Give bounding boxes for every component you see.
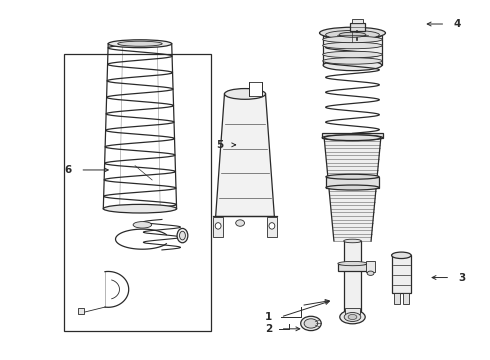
Bar	[344, 308, 361, 315]
Text: 4: 4	[454, 19, 461, 29]
Bar	[323, 35, 382, 65]
Ellipse shape	[304, 319, 318, 328]
Bar	[392, 255, 411, 293]
Ellipse shape	[326, 31, 379, 39]
Ellipse shape	[103, 204, 176, 213]
Ellipse shape	[319, 27, 386, 39]
Bar	[78, 308, 84, 314]
Ellipse shape	[269, 223, 275, 229]
Ellipse shape	[236, 220, 245, 226]
Bar	[349, 23, 365, 31]
Bar	[322, 134, 383, 138]
Ellipse shape	[215, 223, 221, 229]
Bar	[64, 54, 211, 330]
Text: 3: 3	[459, 273, 466, 283]
Ellipse shape	[323, 60, 382, 71]
Bar	[366, 261, 375, 272]
Ellipse shape	[338, 261, 367, 266]
Bar	[213, 217, 223, 237]
Bar	[326, 177, 379, 188]
Polygon shape	[216, 94, 274, 216]
Ellipse shape	[348, 315, 357, 319]
Ellipse shape	[118, 41, 162, 46]
Ellipse shape	[108, 40, 172, 48]
Ellipse shape	[224, 89, 266, 99]
Ellipse shape	[301, 316, 321, 330]
Ellipse shape	[323, 42, 382, 49]
Ellipse shape	[343, 239, 361, 243]
Ellipse shape	[133, 222, 152, 228]
Bar	[394, 293, 400, 305]
Bar	[343, 241, 361, 313]
Ellipse shape	[323, 51, 382, 58]
Ellipse shape	[324, 135, 381, 140]
Ellipse shape	[322, 135, 383, 140]
Bar	[249, 82, 263, 96]
Ellipse shape	[392, 252, 411, 258]
Ellipse shape	[177, 228, 188, 243]
Text: 1: 1	[265, 312, 272, 322]
Ellipse shape	[340, 310, 365, 324]
Ellipse shape	[344, 312, 361, 321]
Ellipse shape	[326, 174, 379, 179]
Ellipse shape	[339, 32, 366, 37]
Bar	[267, 217, 277, 237]
Ellipse shape	[323, 30, 382, 40]
Text: 6: 6	[65, 165, 72, 175]
Ellipse shape	[323, 36, 382, 42]
Text: 2: 2	[265, 324, 272, 334]
Ellipse shape	[367, 271, 374, 275]
Bar	[338, 264, 367, 271]
Ellipse shape	[323, 58, 382, 64]
Ellipse shape	[326, 185, 379, 190]
Ellipse shape	[179, 231, 185, 240]
Text: 5: 5	[216, 140, 223, 150]
Bar	[403, 293, 409, 305]
Polygon shape	[324, 138, 381, 241]
Bar	[352, 19, 363, 23]
